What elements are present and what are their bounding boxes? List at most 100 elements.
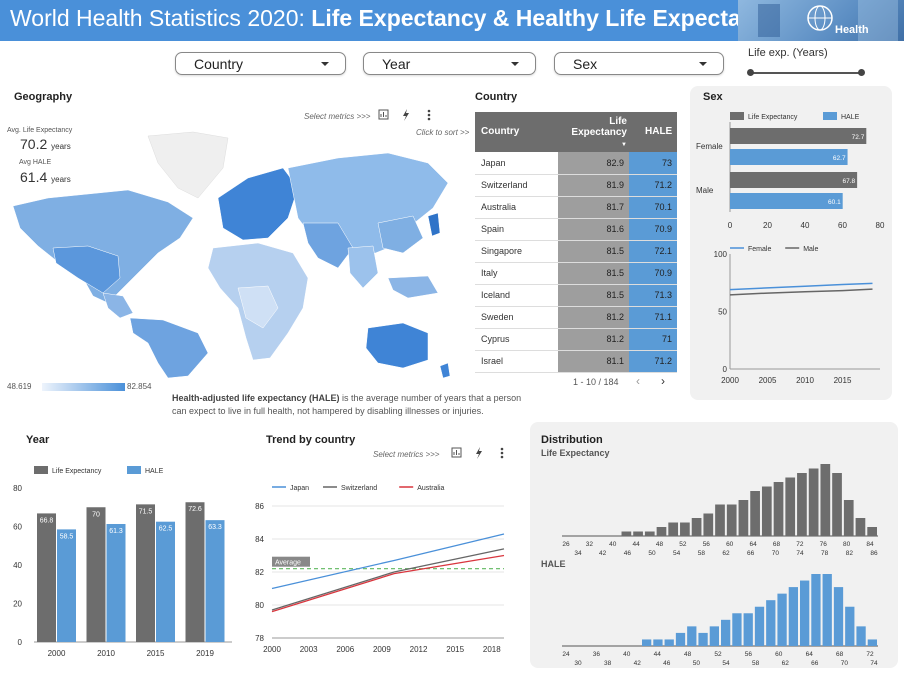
pagination-text: 1 - 10 / 184 <box>573 377 619 387</box>
sex-dropdown[interactable]: Sex <box>554 52 724 75</box>
tick-label: 32 <box>586 541 594 548</box>
lightning-icon[interactable] <box>403 109 409 121</box>
tick-label: 68 <box>836 651 844 658</box>
cell-life-expectancy: 81.9 <box>558 174 629 197</box>
tick-label: 54 <box>722 660 730 667</box>
tick-label: 80 <box>843 541 851 548</box>
map-region-europe[interactable] <box>217 167 299 241</box>
tick-label: 30 <box>574 660 582 667</box>
legend-label: Female <box>748 246 771 253</box>
map-region-southeast-asia[interactable] <box>387 275 439 299</box>
map-region-new-zealand[interactable] <box>439 362 451 378</box>
chart-explore-icon[interactable] <box>451 447 462 458</box>
table-row[interactable]: Cyprus 81.2 71 <box>475 328 677 351</box>
more-vert-icon[interactable] <box>500 447 504 459</box>
distribution-le-histogram[interactable]: 26 32 40 44 48 52 56 60 64 68 72 76 80 84 34 42 46 50 54 58… <box>556 460 886 558</box>
table-row[interactable]: Iceland 81.5 71.3 <box>475 284 677 307</box>
tick-label: 72 <box>866 651 874 658</box>
bar <box>185 502 205 642</box>
distribution-hale-subtitle: HALE <box>541 559 566 569</box>
life-exp-slider-track[interactable] <box>751 72 862 74</box>
tick-label: 86 <box>255 502 264 511</box>
data-label: 72.6 <box>188 506 202 513</box>
data-label: 58.5 <box>60 533 74 540</box>
legend-swatch <box>127 466 141 474</box>
globe-icon <box>758 0 898 41</box>
sex-line-chart[interactable]: Female Male 0 50 100 2000 2005 2010 2015 <box>690 238 892 394</box>
tick-label: 26 <box>562 541 570 548</box>
year-bar-chart[interactable]: Life Expectancy HALE 0 20 40 60 80 66.8 58.5 2000… <box>0 455 240 660</box>
distribution-hale-histogram[interactable]: 24 36 40 44 48 52 56 60 64 68 72 30 38 42 46 50 54 58 62 66… <box>556 570 886 668</box>
slider-min-handle[interactable] <box>747 69 754 76</box>
more-vert-icon[interactable] <box>427 109 431 121</box>
map-region-north-america[interactable] <box>12 189 194 304</box>
map-region-australia[interactable] <box>365 322 429 369</box>
hale-description-line2: can expect to live in full health, not h… <box>172 406 484 416</box>
year-dropdown[interactable]: Year <box>363 52 536 75</box>
map-region-china[interactable] <box>377 215 424 254</box>
cell-country: Singapore <box>475 240 558 263</box>
trend-title: Trend by country <box>266 434 356 446</box>
map-region-middle-east[interactable] <box>302 222 354 269</box>
table-row[interactable]: Singapore 81.5 72.1 <box>475 240 677 263</box>
legend-swatch <box>823 112 837 120</box>
series-line <box>271 533 505 590</box>
tick-label: 70 <box>772 550 780 557</box>
next-page-icon[interactable]: › <box>661 374 665 388</box>
table-row[interactable]: Spain 81.6 70.9 <box>475 218 677 241</box>
bar <box>788 587 798 646</box>
map-region-south-america[interactable] <box>129 317 209 378</box>
table-row[interactable]: Italy 81.5 70.9 <box>475 262 677 285</box>
average-label: Average <box>275 560 301 567</box>
bar <box>726 504 737 536</box>
bar <box>653 639 663 646</box>
world-map[interactable] <box>8 128 468 378</box>
chart-explore-icon[interactable] <box>378 109 389 120</box>
series-line <box>729 282 873 291</box>
logo-text: Health <box>835 24 869 36</box>
slider-max-handle[interactable] <box>858 69 865 76</box>
tick-label: 76 <box>820 541 828 548</box>
cell-country: Spain <box>475 218 558 241</box>
avg-le-value: 70.2 <box>20 136 48 152</box>
col-hale-header[interactable]: HALE <box>645 126 673 137</box>
distribution-le-subtitle: Life Expectancy <box>541 448 610 458</box>
legend-min: 48.619 <box>7 382 32 391</box>
table-row[interactable]: Sweden 81.2 71.1 <box>475 306 677 329</box>
map-region-india[interactable] <box>347 245 379 289</box>
data-label: 61.3 <box>109 528 123 535</box>
map-region-central-africa[interactable] <box>237 285 279 329</box>
series-line <box>271 554 505 613</box>
sex-bar-chart[interactable]: Life Expectancy HALE Female 72.7 62.7 Male 67.… <box>690 104 892 236</box>
lightning-icon[interactable] <box>476 447 482 459</box>
select-metrics-link[interactable]: Select metrics >>> <box>304 112 371 121</box>
legend-label: Australia <box>417 485 444 492</box>
col-le-header[interactable]: Life Expectancy ▼ <box>571 116 627 148</box>
bar <box>86 507 106 642</box>
bar <box>136 504 155 642</box>
col-country-header[interactable]: Country <box>481 126 520 137</box>
trend-select-metrics[interactable]: Select metrics >>> <box>373 450 440 459</box>
tick-label: 58 <box>752 660 760 667</box>
prev-page-icon[interactable]: ‹ <box>636 374 640 388</box>
trend-line-chart[interactable]: Japan Switzerland Australia 78 80 82 84 86 2000 2… <box>240 476 520 661</box>
table-row[interactable]: Switzerland 81.9 71.2 <box>475 174 677 197</box>
tick-label: 56 <box>703 541 711 548</box>
tick-label: 74 <box>870 660 878 667</box>
table-row[interactable]: Australia 81.7 70.1 <box>475 196 677 219</box>
map-region-central-america[interactable] <box>102 292 134 319</box>
tick-label: 86 <box>870 550 878 557</box>
map-region-usa[interactable] <box>52 245 121 294</box>
category-label: Male <box>696 186 714 195</box>
country-dropdown[interactable]: Country <box>175 52 346 75</box>
table-row[interactable]: Israel 81.1 71.2 <box>475 350 677 373</box>
legend-label: Japan <box>290 485 309 492</box>
tick-label: 2012 <box>410 645 428 654</box>
tick-label: 62 <box>722 550 730 557</box>
map-region-japan[interactable] <box>427 212 441 237</box>
map-region-greenland[interactable] <box>147 131 229 199</box>
table-row[interactable]: Japan 82.9 73 <box>475 152 677 175</box>
cell-life-expectancy: 81.2 <box>558 306 629 329</box>
bar <box>633 531 643 536</box>
tick-label: 44 <box>654 651 662 658</box>
